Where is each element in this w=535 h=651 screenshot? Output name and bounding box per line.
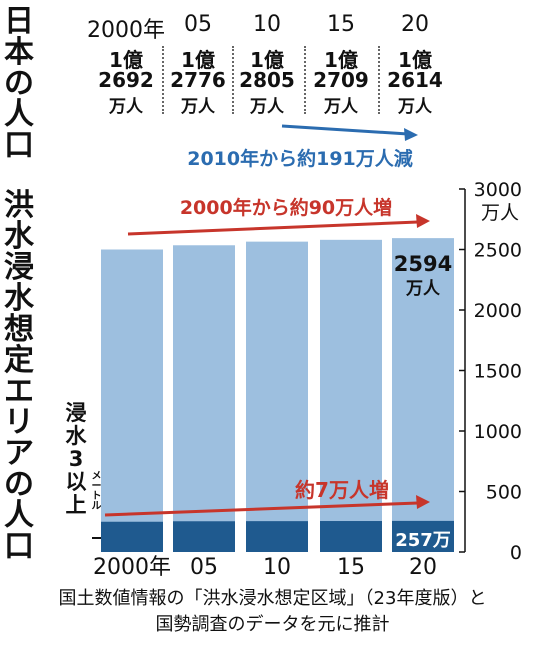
table-separator (378, 46, 380, 114)
top-title: 日本の人口 (4, 4, 34, 163)
x-tick-label: 05 (190, 555, 218, 580)
table-man-value: 2776 (170, 68, 226, 92)
x-tick-label: 2000年 (93, 555, 171, 580)
table-separator (162, 46, 164, 114)
table-man-value: 2614 (387, 68, 443, 92)
table-man-unit: 万人 (109, 97, 143, 117)
population-trend-arrowhead (404, 128, 418, 141)
total-trend-arrow (127, 220, 419, 236)
bar-total (173, 245, 235, 552)
table-year: 2000年 (87, 18, 165, 43)
table-oku: 1億 (109, 48, 143, 72)
deep-flood-label-unit: メートル (91, 471, 102, 512)
y-tick-label: 2500 (474, 240, 522, 262)
deep-trend-arrow (104, 501, 419, 517)
source-note: 国土数値情報の「洪水浸水想定区域」（23年度版）と 国勢調査のデータを元に推計 (10, 586, 535, 638)
y-axis-unit: 万人 (481, 202, 519, 224)
y-tick-label: 1000 (474, 421, 522, 443)
y-tick-label: 500 (486, 482, 522, 504)
population-trend-arrow (281, 124, 409, 136)
table-man-value: 2805 (239, 68, 295, 92)
table-man-unit: 万人 (324, 97, 358, 117)
deep-flood-label-tail: 以上 (65, 470, 87, 517)
table-separator (232, 46, 234, 114)
total-trend-label: 2000年から約90万人増 (180, 196, 392, 219)
deep-trend-label: 約7万人増 (295, 478, 389, 502)
x-tick-label: 15 (337, 555, 365, 580)
bar-deep (320, 521, 382, 552)
table-man-unit: 万人 (181, 97, 215, 117)
y-tick-label: 2000 (474, 300, 522, 322)
table-separator (304, 46, 306, 114)
table-oku: 1億 (250, 48, 284, 72)
chart-title: 洪水浸水想定エリアの人口 (4, 188, 34, 564)
table-oku: 1億 (324, 48, 358, 72)
table-man-unit: 万人 (250, 97, 284, 117)
bar-deep (392, 520, 454, 552)
bar-deep (246, 521, 308, 552)
bar-deep (173, 521, 235, 552)
table-oku: 1億 (398, 48, 432, 72)
table-year: 15 (327, 12, 355, 37)
last-total-unit: 万人 (405, 279, 441, 299)
bar-total (246, 241, 308, 552)
x-tick-label: 10 (263, 555, 291, 580)
table-man-unit: 万人 (398, 97, 432, 117)
y-tick-label: 3000 (474, 179, 522, 201)
bar-total (101, 249, 163, 552)
y-tick-label: 0 (510, 542, 522, 564)
bar-deep (101, 521, 163, 552)
table-year: 10 (253, 12, 281, 37)
last-deep-label: 257万 (395, 530, 451, 551)
bar-total (320, 239, 382, 552)
table-year: 20 (401, 12, 429, 37)
table-year: 05 (184, 12, 212, 37)
source-line-1: 国土数値情報の「洪水浸水想定区域」（23年度版）と (58, 588, 487, 609)
population-trend-text: 2010年から約191万人減 (187, 148, 413, 170)
table-man-value: 2692 (98, 68, 154, 92)
table-man-value: 2709 (313, 68, 369, 92)
x-tick-label: 20 (409, 555, 437, 580)
source-line-2: 国勢調査のデータを元に推計 (155, 614, 390, 635)
total-trend-arrowhead (416, 214, 430, 228)
y-tick-label: 1500 (474, 361, 522, 383)
last-total-label: 2594 (394, 252, 452, 276)
table-oku: 1億 (181, 48, 215, 72)
deep-trend-arrowhead (416, 495, 430, 509)
